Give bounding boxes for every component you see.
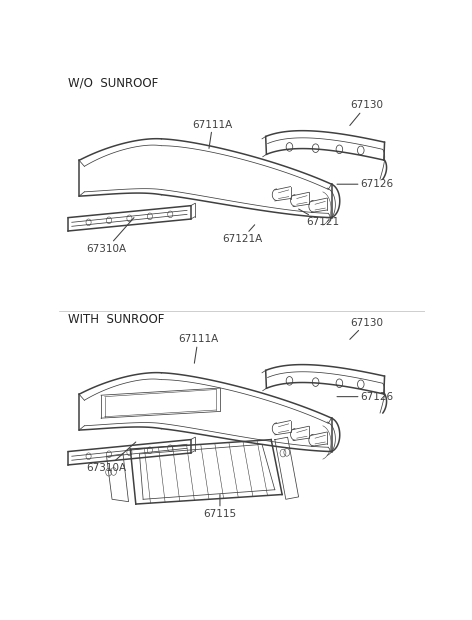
- Text: W/O  SUNROOF: W/O SUNROOF: [68, 77, 159, 90]
- Text: 67111A: 67111A: [178, 334, 218, 363]
- Text: 67115: 67115: [203, 495, 236, 518]
- Text: 67130: 67130: [350, 317, 383, 339]
- Text: 67310A: 67310A: [86, 442, 136, 473]
- Text: WITH  SUNROOF: WITH SUNROOF: [68, 313, 165, 326]
- Text: 67121: 67121: [299, 209, 339, 228]
- Text: 67111A: 67111A: [193, 120, 233, 148]
- Text: 67126: 67126: [337, 179, 394, 189]
- Text: 67126: 67126: [337, 392, 394, 402]
- Text: 67121A: 67121A: [222, 225, 262, 244]
- Text: 67130: 67130: [350, 100, 383, 125]
- Text: 67310A: 67310A: [86, 218, 134, 254]
